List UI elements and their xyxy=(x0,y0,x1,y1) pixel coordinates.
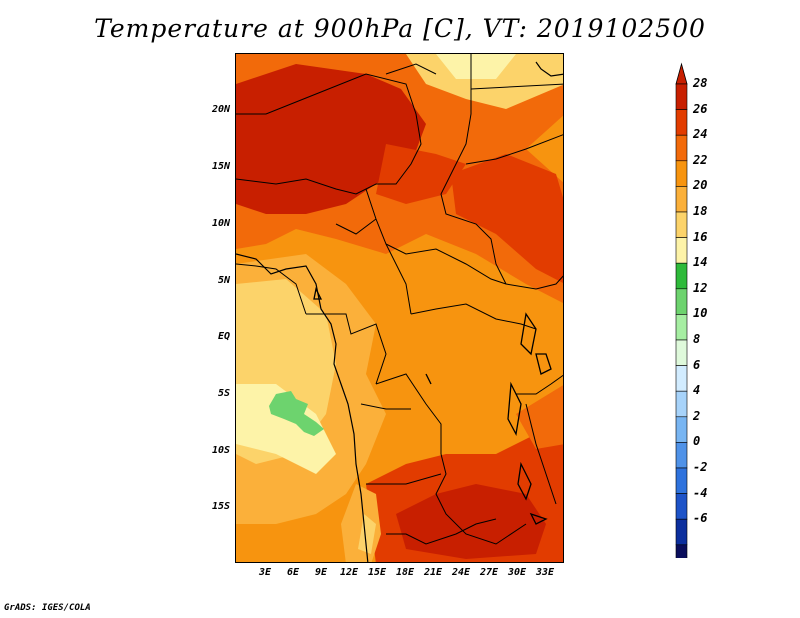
colorbar-cell xyxy=(675,467,688,494)
colorbar-cell xyxy=(675,211,688,238)
colorbar-label: 18 xyxy=(693,204,708,218)
colorbar-label: 24 xyxy=(693,127,708,142)
colorbar-cell xyxy=(675,518,688,546)
colorbar-label: 20 xyxy=(693,178,708,193)
lon-tick-label: 21E xyxy=(423,567,443,578)
colorbar-label: 14 xyxy=(693,255,708,270)
colorbar-cell xyxy=(675,160,688,187)
lat-tick-label: EQ xyxy=(217,331,230,342)
colorbar-cell xyxy=(675,442,688,469)
lon-tick-label: 12E xyxy=(339,567,359,578)
lon-tick-label: 18E xyxy=(395,567,415,578)
lat-tick-label: 10S xyxy=(211,445,230,456)
colorbar-label: 22 xyxy=(693,152,708,167)
temp-field-24-east-lakes xyxy=(516,385,563,449)
colorbar-label: -2 xyxy=(693,460,708,474)
colorbar-label: 0 xyxy=(693,434,701,449)
colorbar-cell xyxy=(675,262,688,290)
lon-tick-label: 33E xyxy=(535,567,555,578)
colorbar-label: -6 xyxy=(693,511,708,526)
lon-tick-label: 30E xyxy=(507,567,527,578)
temperature-map xyxy=(235,53,564,563)
colorbar-cell xyxy=(675,109,688,136)
lon-tick-label: 15E xyxy=(367,567,387,578)
temp-field-16-sahara xyxy=(436,54,516,79)
colorbar-label: 26 xyxy=(693,101,708,116)
colorbar-label: 16 xyxy=(693,229,708,244)
map-title: Temperature at 900hPa [C], VT: 201910250… xyxy=(94,14,706,43)
colorbar-label: 10 xyxy=(693,306,708,321)
colorbar-cell xyxy=(675,83,688,110)
colorbar-cell xyxy=(675,134,688,162)
colorbar-label: 4 xyxy=(693,383,701,398)
temp-field-26-east xyxy=(451,154,563,283)
lat-tick-label: 20N xyxy=(211,104,230,115)
colorbar-cell xyxy=(675,365,688,392)
lakes xyxy=(313,287,552,525)
lon-tick-label: 3E xyxy=(258,567,272,578)
lon-tick-label: 9E xyxy=(314,567,328,578)
temp-field-18-namib xyxy=(358,514,376,554)
colorbar xyxy=(675,62,688,558)
colorbar-cell xyxy=(675,237,688,264)
colorbar-label: -4 xyxy=(693,485,708,500)
map-canvas xyxy=(236,54,563,562)
colorbar-label: 6 xyxy=(693,357,701,372)
grads-credit: GrADS: IGES/COLA xyxy=(4,603,91,613)
temp-field-28-sahel-west xyxy=(236,64,426,214)
colorbar-label: 8 xyxy=(693,332,701,346)
country-borders xyxy=(236,54,563,545)
coastlines xyxy=(236,61,563,562)
colorbar-cell xyxy=(675,493,688,520)
lon-tick-label: 6E xyxy=(286,567,300,578)
lon-tick-label: 24E xyxy=(451,567,471,578)
colorbar-cell xyxy=(675,339,688,366)
lat-tick-label: 10N xyxy=(211,218,230,229)
colorbar-label: 2 xyxy=(693,408,701,423)
temp-field-18-sahara xyxy=(406,54,563,109)
colorbar-cell xyxy=(675,390,688,418)
lat-tick-label: 15N xyxy=(211,161,230,172)
colorbar-top-arrow xyxy=(675,62,688,85)
colorbar-label: 28 xyxy=(693,76,708,90)
temp-field-16-ocean xyxy=(236,384,336,474)
temp-field-14-patch xyxy=(269,391,324,436)
colorbar-label: 12 xyxy=(693,280,708,295)
lat-tick-label: 5S xyxy=(217,388,230,399)
lat-tick-label: 15S xyxy=(211,501,230,512)
lat-tick-label: 5N xyxy=(217,275,230,286)
colorbar-cell xyxy=(675,544,688,558)
colorbar-cell xyxy=(675,416,688,443)
temp-field-28-south xyxy=(396,484,546,559)
colorbar-cell xyxy=(675,314,688,341)
lon-tick-label: 27E xyxy=(479,567,499,578)
colorbar-cell xyxy=(675,288,688,315)
colorbar-cell xyxy=(675,186,688,213)
